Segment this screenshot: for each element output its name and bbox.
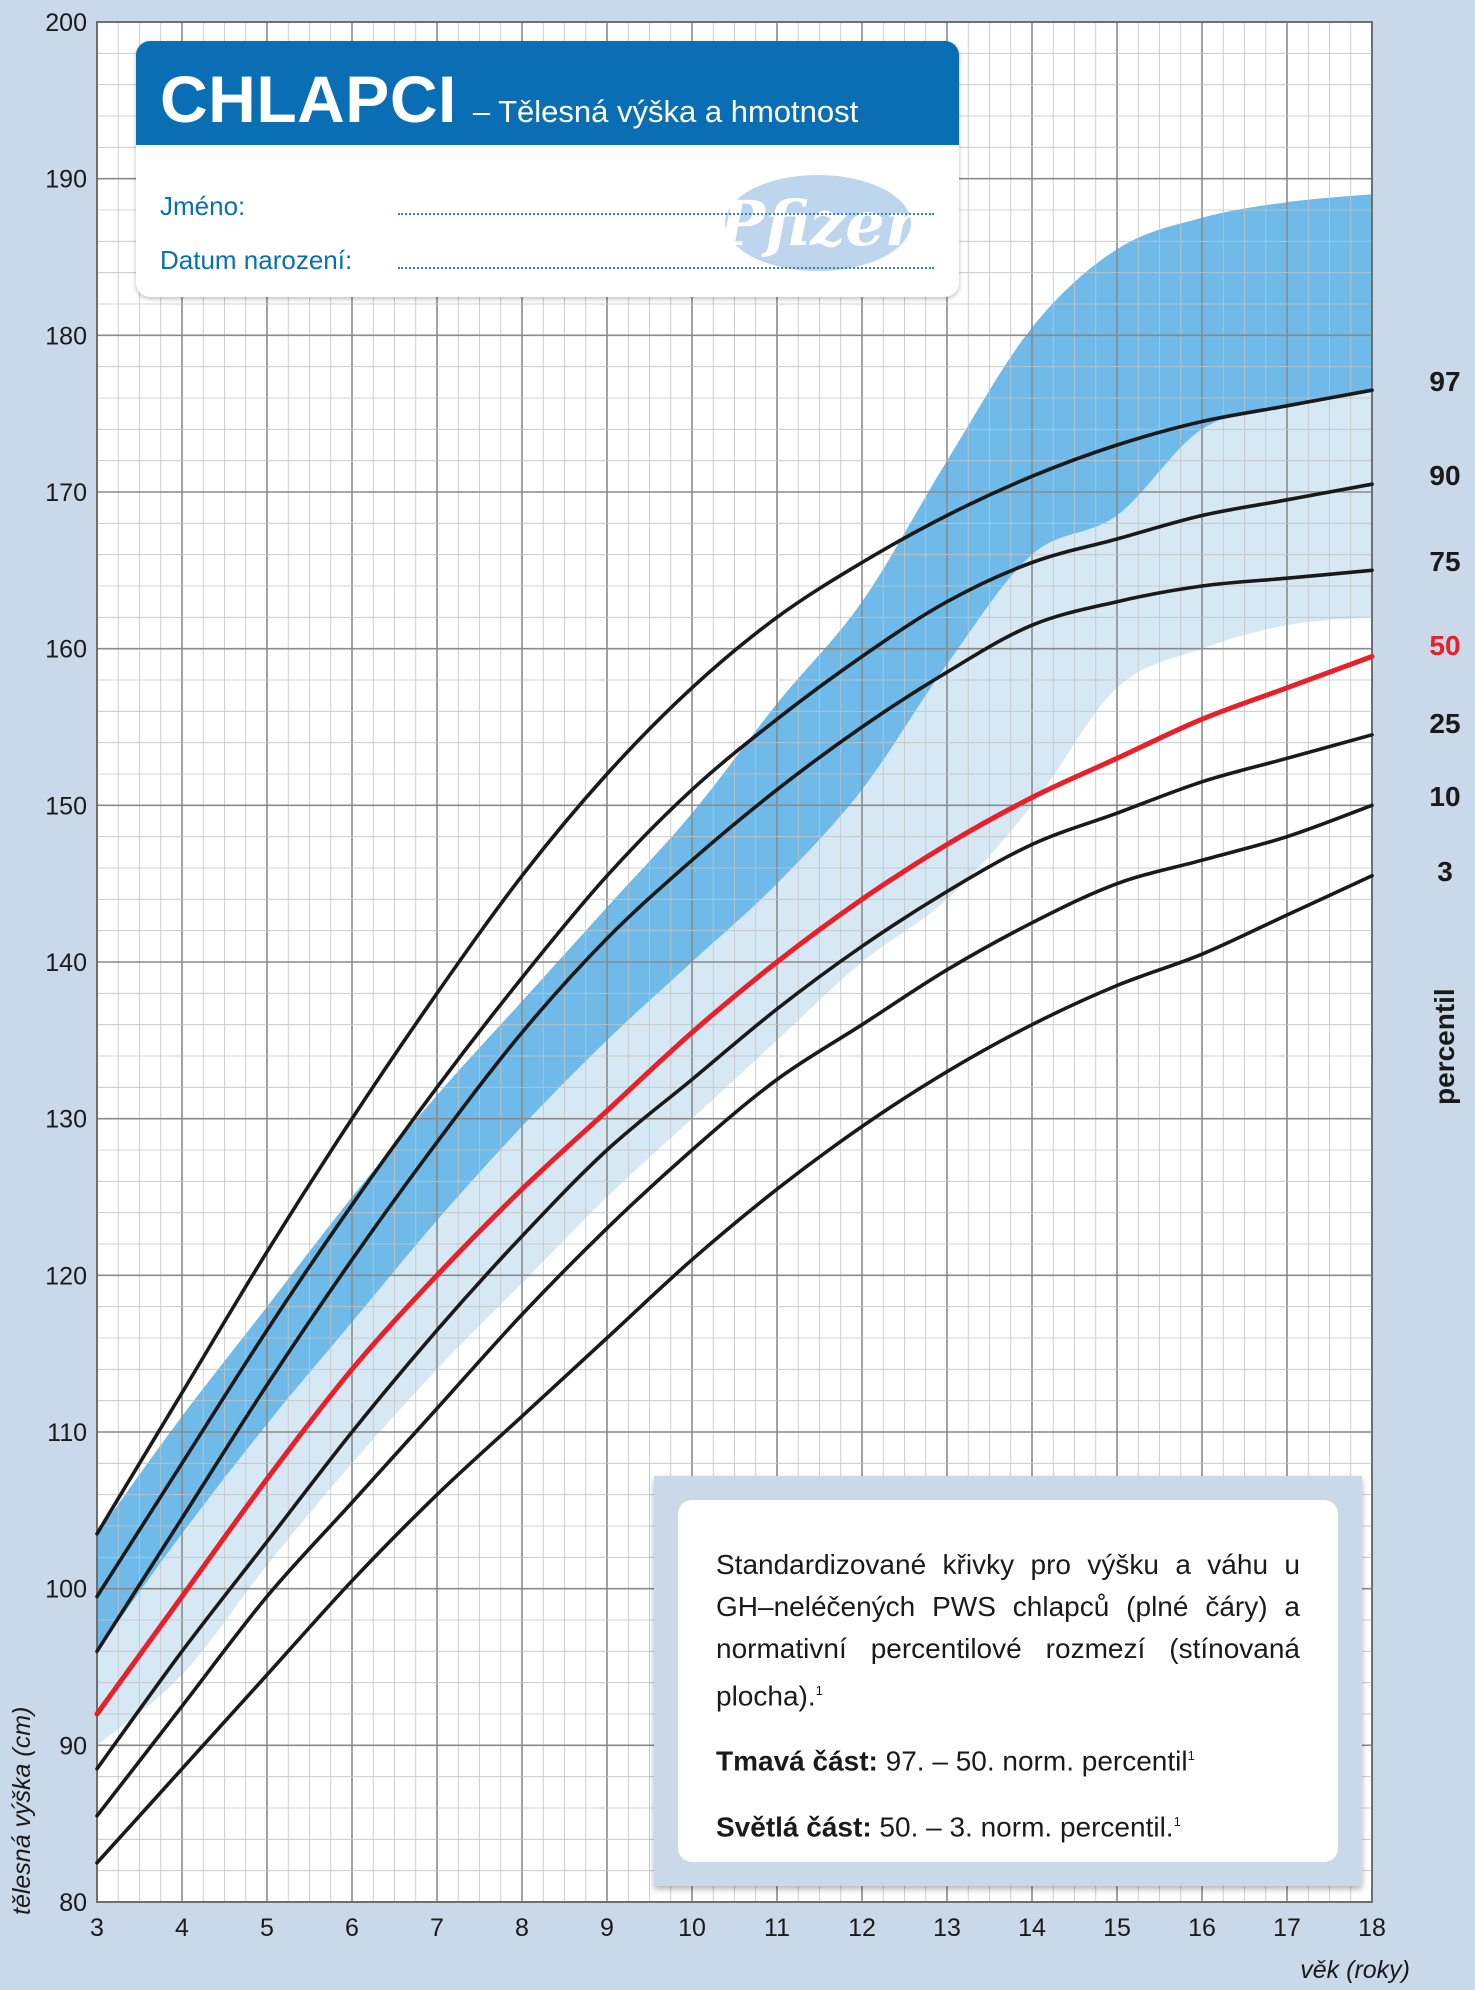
x-tick-label: 13 bbox=[933, 1914, 961, 1942]
info-description: Standardizované křivky pro výšku a váhu … bbox=[716, 1544, 1300, 1717]
y-tick-label: 150 bbox=[45, 792, 87, 820]
dark-band-text: 97. – 50. norm. percentil bbox=[885, 1745, 1188, 1777]
y-tick-label: 110 bbox=[47, 1419, 87, 1447]
info-box-content: Standardizované křivky pro výšku a váhu … bbox=[678, 1500, 1338, 1862]
x-tick-label: 12 bbox=[848, 1914, 876, 1942]
percentile-label-25: 25 bbox=[1429, 708, 1461, 739]
x-tick-label: 4 bbox=[175, 1914, 189, 1942]
x-axis-label: věk (roky) bbox=[1300, 1956, 1410, 1984]
y-tick-label: 140 bbox=[45, 949, 87, 977]
name-field[interactable] bbox=[398, 213, 934, 215]
percentile-label-90: 90 bbox=[1429, 460, 1461, 491]
y-tick-label: 200 bbox=[45, 9, 87, 37]
percentile-curve-90 bbox=[95, 482, 1374, 1599]
x-tick-label: 16 bbox=[1188, 1914, 1216, 1942]
x-tick-label: 6 bbox=[345, 1914, 359, 1942]
page-subtitle: – Tělesná výška a hmotnost bbox=[472, 94, 859, 129]
y-tick-label: 170 bbox=[45, 479, 87, 507]
info-description-text: Standardizované křivky pro výšku a váhu … bbox=[716, 1549, 1300, 1712]
percentile-label-97: 97 bbox=[1429, 366, 1461, 397]
dark-band-note: Tmavá část: 97. – 50. norm. percentil1 bbox=[716, 1735, 1300, 1782]
light-band-label: Světlá část: bbox=[716, 1810, 872, 1842]
dark-band-label: Tmavá část: bbox=[716, 1745, 878, 1777]
footnote-ref: 1 bbox=[1187, 1748, 1195, 1764]
x-tick-label: 3 bbox=[90, 1914, 104, 1942]
x-tick-label: 5 bbox=[260, 1914, 274, 1942]
percentile-label-75: 75 bbox=[1429, 546, 1461, 577]
percentile-curve-75 bbox=[95, 568, 1374, 1654]
y-tick-label: 160 bbox=[45, 636, 87, 664]
y-tick-label: 190 bbox=[45, 166, 87, 194]
x-tick-label: 15 bbox=[1103, 1914, 1131, 1942]
x-tick-label: 7 bbox=[430, 1914, 444, 1942]
name-label: Jméno: bbox=[160, 191, 246, 221]
x-tick-label: 10 bbox=[678, 1914, 706, 1942]
y-tick-label: 180 bbox=[45, 322, 87, 350]
percentile-label-10: 10 bbox=[1429, 781, 1461, 812]
y-tick-label: 100 bbox=[45, 1576, 87, 1604]
title-card: CHLAPCI – Tělesná výška a hmotnost Pfize… bbox=[136, 41, 959, 297]
footnote-ref: 1 bbox=[815, 1683, 823, 1698]
x-tick-label: 11 bbox=[764, 1914, 790, 1942]
percentile-curve-10 bbox=[95, 803, 1374, 1818]
percentile-curve-3 bbox=[95, 874, 1374, 1865]
logo-text: Pfizer bbox=[718, 186, 918, 260]
y-tick-label: 80 bbox=[59, 1889, 87, 1917]
x-tick-label: 14 bbox=[1018, 1914, 1046, 1942]
footnote-ref: 1 bbox=[1173, 1813, 1181, 1829]
light-band-note: Světlá část: 50. – 3. norm. percentil.1 bbox=[716, 1801, 1300, 1848]
percentile-curve-97 bbox=[95, 388, 1374, 1536]
title-bar: CHLAPCI – Tělesná výška a hmotnost bbox=[136, 41, 959, 145]
legend-title: percentil bbox=[1429, 988, 1460, 1105]
curves-layer bbox=[94, 388, 1375, 1865]
page-title: CHLAPCI bbox=[160, 62, 457, 136]
percentile-label-50: 50 bbox=[1429, 630, 1461, 661]
y-tick-label: 130 bbox=[45, 1106, 87, 1134]
percentile-curve-25 bbox=[95, 733, 1374, 1771]
x-tick-label: 18 bbox=[1358, 1914, 1386, 1942]
y-tick-label: 120 bbox=[45, 1262, 87, 1290]
plot-frame bbox=[96, 21, 1373, 1903]
birth-date-label: Datum narození: bbox=[160, 245, 353, 275]
y-axis-label: tělesná výška (cm) bbox=[8, 1707, 36, 1915]
ticks-layer: 3 4 5 6 7 8 9 10 11 12 13 14 15 16 17 18809010011012013… bbox=[45, 9, 1386, 1942]
light-band-text: 50. – 3. norm. percentil. bbox=[879, 1810, 1174, 1842]
info-box: Standardizované křivky pro výšku a váhu … bbox=[654, 1476, 1362, 1886]
x-tick-label: 8 bbox=[515, 1914, 529, 1942]
percentile-label-3: 3 bbox=[1437, 856, 1453, 887]
pfizer-logo: Pfizer bbox=[718, 171, 918, 275]
x-tick-label: 17 bbox=[1273, 1914, 1301, 1942]
x-tick-label: 9 bbox=[600, 1914, 614, 1942]
y-tick-label: 90 bbox=[59, 1732, 87, 1760]
birth-date-field[interactable] bbox=[398, 267, 934, 269]
percentile-curve-50 bbox=[94, 654, 1375, 1717]
